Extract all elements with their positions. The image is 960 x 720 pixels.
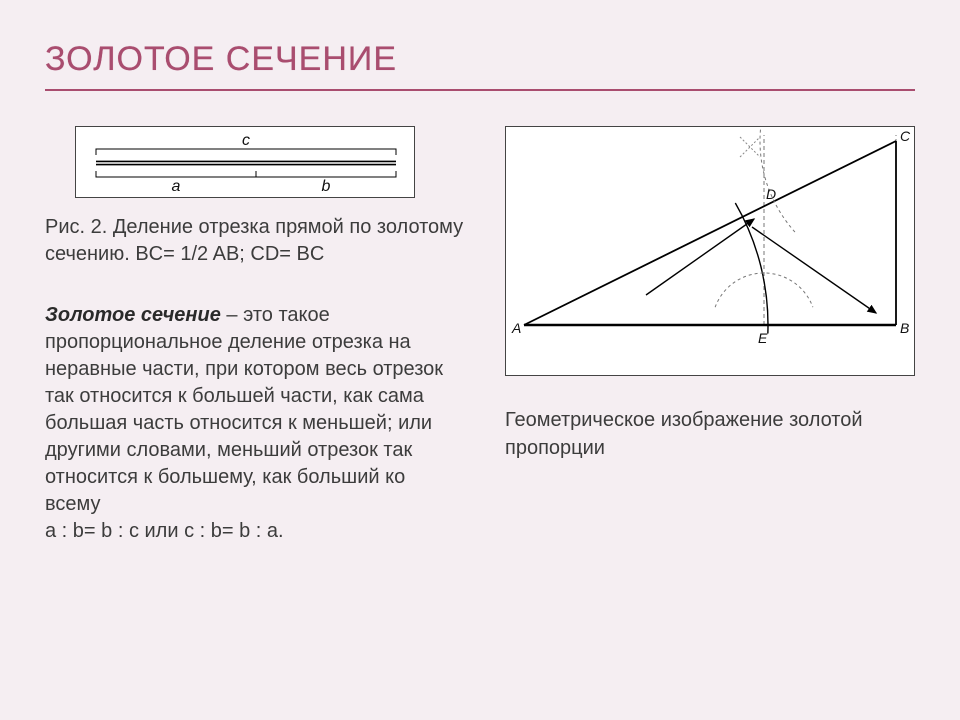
left-column: c a b Рис. 2. Деление отрезка прямой по зо…: [45, 126, 465, 545]
content-grid: c a b Рис. 2. Деление отрезка прямой по зо…: [45, 126, 915, 545]
right-column: A B C D E Геометрическое изображение золотой…: [505, 126, 915, 545]
figure-2: A B C D E: [505, 126, 915, 376]
definition-formula: a : b= b : c или c : b= b : a.: [45, 520, 284, 542]
title-underline: [45, 89, 915, 91]
definition-text: Золотое сечение – это такое пропорционал…: [45, 302, 465, 545]
svg-text:B: B: [900, 320, 909, 336]
svg-text:b: b: [322, 178, 331, 195]
svg-text:A: A: [511, 320, 521, 336]
figure-1: c a b: [75, 126, 415, 198]
figure-1-caption: Рис. 2. Деление отрезка прямой по золото…: [45, 214, 465, 268]
svg-text:a: a: [172, 178, 181, 195]
definition-term: Золотое сечение: [45, 304, 221, 326]
definition-body: – это такое пропорциональное деление отр…: [45, 304, 443, 515]
svg-text:c: c: [242, 132, 250, 149]
slide: ЗОЛОТОЕ СЕЧЕНИЕ c a b Рис. 2. Деление отре…: [0, 0, 960, 720]
page-title: ЗОЛОТОЕ СЕЧЕНИЕ: [45, 40, 915, 79]
svg-text:C: C: [900, 128, 911, 144]
svg-text:D: D: [766, 186, 776, 202]
figure-2-caption: Геометрическое изображение золотой пропо…: [505, 406, 915, 462]
svg-text:E: E: [758, 330, 768, 346]
